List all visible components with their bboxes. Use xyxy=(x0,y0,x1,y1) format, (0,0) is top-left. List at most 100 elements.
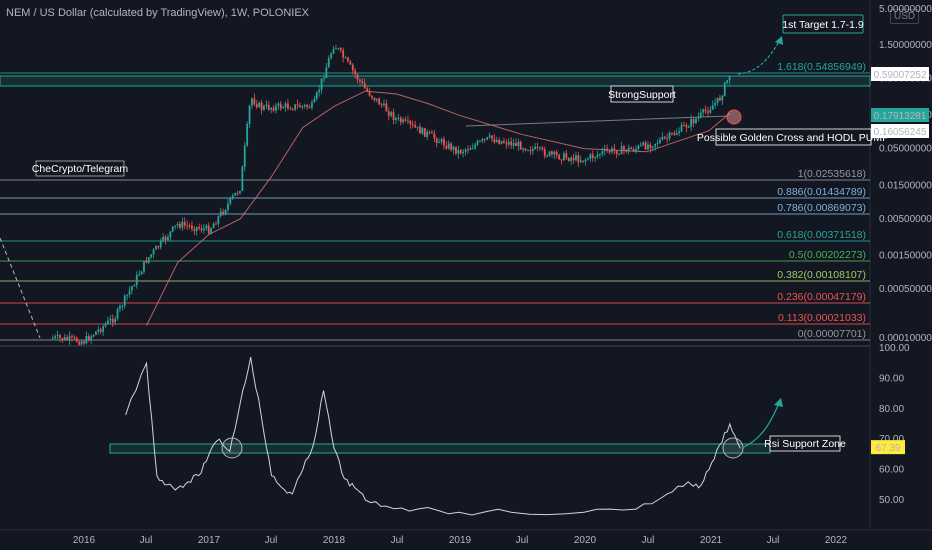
candle-body xyxy=(143,261,145,272)
svg-text:CheCrypto/Telegram: CheCrypto/Telegram xyxy=(32,163,129,175)
rsi-axis[interactable]: 100.00 90.00 80.00 70.00 60.00 50.00 67.39 xyxy=(871,343,910,506)
candle-body xyxy=(625,149,628,152)
candle-body xyxy=(275,105,277,111)
target-arrow-icon xyxy=(775,36,783,45)
candle-body xyxy=(263,105,265,110)
rsi-circle-2021[interactable] xyxy=(722,437,744,459)
candle-body xyxy=(282,107,285,109)
candle-body xyxy=(591,154,594,158)
currency-label[interactable]: USD xyxy=(890,9,920,24)
first-target-label[interactable]: 1st Target 1.7-1.9 xyxy=(782,14,864,34)
candle-body xyxy=(690,119,693,127)
candle-body xyxy=(447,143,450,149)
fib-level-label: 1(0.02535618) xyxy=(798,168,866,180)
checrypto-label[interactable]: CheCrypto/Telegram xyxy=(32,160,129,177)
candle-body xyxy=(673,133,676,135)
candle-body xyxy=(385,103,388,112)
candle-body xyxy=(644,142,647,150)
candle-body xyxy=(121,305,124,307)
rsi-circle-2017[interactable] xyxy=(221,437,243,459)
fib-level-label: 0.786(0.00869073) xyxy=(777,202,866,214)
candle-body xyxy=(464,149,467,152)
candle-body xyxy=(539,147,541,149)
candle-body xyxy=(445,145,448,149)
candle-body xyxy=(234,192,237,196)
candle-body xyxy=(356,74,359,80)
dashed-trendline[interactable] xyxy=(0,237,41,339)
candle-body xyxy=(579,160,582,163)
candle-body xyxy=(611,148,613,153)
candle-body xyxy=(671,132,673,134)
target-arrow-path[interactable] xyxy=(737,39,781,75)
candle-body xyxy=(457,149,460,154)
rsi-current-tag xyxy=(871,440,905,455)
candle-body xyxy=(433,133,436,139)
candle-body xyxy=(260,102,263,110)
candle-body xyxy=(416,126,419,128)
candle-body xyxy=(721,95,724,101)
time-tick-label: 2016 xyxy=(73,535,96,546)
fib-level-label: 1.618(0.54856949) xyxy=(777,61,866,73)
golden-cross-label[interactable]: Possible Golden Cross and HODL PUMP xyxy=(697,128,889,146)
candle-body xyxy=(359,79,361,82)
candle-body xyxy=(287,103,289,109)
candle-body xyxy=(488,135,491,138)
price-tick-label: 0.00150000 xyxy=(879,250,932,261)
rsi-arrow-path[interactable] xyxy=(741,402,780,449)
candle-body xyxy=(157,246,160,248)
time-tick-label: 2019 xyxy=(449,535,472,546)
price-axis[interactable]: 5.000000001.500000000.500000000.15000000… xyxy=(879,4,932,344)
candle-body xyxy=(107,320,109,325)
candle-body xyxy=(572,157,575,161)
candle-body xyxy=(85,336,88,344)
candle-body xyxy=(330,53,333,59)
candle-body xyxy=(483,139,486,141)
candle-body xyxy=(150,254,153,258)
candle-body xyxy=(279,103,282,109)
candle-body xyxy=(695,118,697,124)
candle-body xyxy=(239,191,241,194)
candle-body xyxy=(313,98,316,103)
fib-retracement[interactable]: 1.618(0.54856949) 1(0.02535618) 0.886(0.01… xyxy=(0,61,870,341)
moving-average-line[interactable] xyxy=(146,90,731,326)
candle-body xyxy=(493,138,496,143)
candle-body xyxy=(680,124,683,132)
candle-body xyxy=(241,167,244,192)
strong-support-band[interactable] xyxy=(0,75,871,87)
candle-body xyxy=(555,151,558,155)
fib-level-label: 0.113(0.00021033) xyxy=(778,312,866,324)
candle-body xyxy=(90,336,93,341)
candle-body xyxy=(469,148,472,150)
time-axis[interactable]: 2016 Jul 2017 Jul 2018 Jul 2019 Jul 2020 Jul 2021 J… xyxy=(73,535,848,546)
candle-body xyxy=(284,103,287,108)
rsi-support-band[interactable] xyxy=(109,443,771,454)
candle-body xyxy=(306,104,309,107)
candle-body xyxy=(623,146,625,150)
candle-body xyxy=(373,97,376,101)
candle-body xyxy=(476,141,479,145)
candle-body xyxy=(714,102,717,106)
candle-body xyxy=(455,146,457,154)
candle-body xyxy=(560,159,563,161)
candle-body xyxy=(159,240,162,248)
candle-body xyxy=(164,236,167,240)
candle-body xyxy=(414,125,417,128)
candlestick-series[interactable] xyxy=(51,44,731,346)
candle-body xyxy=(419,126,421,134)
candle-body xyxy=(251,98,253,106)
candle-body xyxy=(603,148,606,152)
candle-body xyxy=(371,95,373,98)
candle-body xyxy=(635,148,637,152)
golden-cross-circle[interactable] xyxy=(726,109,742,125)
candle-body xyxy=(481,139,484,141)
candle-body xyxy=(498,139,501,144)
rsi-zone-label[interactable]: Rsi Support Zone xyxy=(764,435,846,452)
resistance-trendline[interactable] xyxy=(465,115,729,127)
strong-support-label[interactable]: StrongSupport xyxy=(608,85,676,103)
fib-level-label: 0.618(0.00371518) xyxy=(777,229,866,241)
candle-body xyxy=(716,97,719,103)
candle-body xyxy=(692,119,695,124)
rsi-line[interactable] xyxy=(125,357,741,516)
candle-body xyxy=(601,151,604,155)
